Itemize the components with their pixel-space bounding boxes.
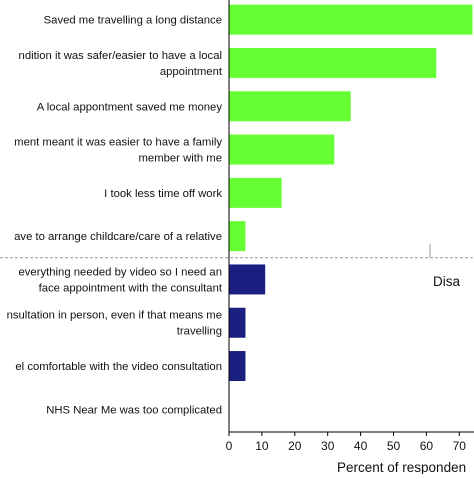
panel-label: Disa [433,274,460,289]
x-tick-label-20: 20 [288,439,302,453]
bar-disadvantages-7 [229,307,246,338]
x-tick-label-60: 60 [420,439,434,453]
bar-disadvantages-6 [229,264,266,295]
bar-advantages-3 [229,134,335,165]
group-divider-layer [0,243,474,259]
bar-advantages-0 [229,4,473,35]
x-tick-label-40: 40 [354,439,368,453]
bar-advantages-1 [229,47,437,78]
x-tick-label-10: 10 [255,439,269,453]
category-label-7: nsultation in person, even if that means… [7,310,222,338]
category-label-5: ave to arrange childcare/care of a relat… [14,231,222,243]
x-tick-label-50: 50 [387,439,401,453]
category-label-6: everything needed by video so I need an f… [19,266,223,294]
bar-disadvantages-8 [229,351,246,382]
x-tick-label-70: 70 [453,439,467,453]
bar-advantages-4 [229,177,282,208]
x-axis-title: Percent of responden [337,460,466,474]
category-label-2: A local appontment saved me money [37,101,223,113]
bar-advantages-5 [229,221,246,252]
bar-advantages-2 [229,91,351,122]
category-label-0: Saved me travelling a long distance [44,15,222,27]
category-label-4: I took less time off work [104,188,222,200]
x-axis: 0 10 20 30 40 50 60 70 [226,0,474,453]
category-label-3: ment meant it was easier to have a famil… [14,137,222,165]
x-tick-label-0: 0 [226,439,233,453]
category-label-9: NHS Near Me was too complicated [46,404,222,416]
x-tick-label-30: 30 [321,439,335,453]
category-label-8: el comfortable with the video consultati… [15,361,222,373]
bars-layer [229,4,473,382]
category-label-1: ndition it was safer/easier to have a lo… [19,50,223,78]
category-labels-layer: Saved me travelling a long distance nditi… [7,15,223,417]
